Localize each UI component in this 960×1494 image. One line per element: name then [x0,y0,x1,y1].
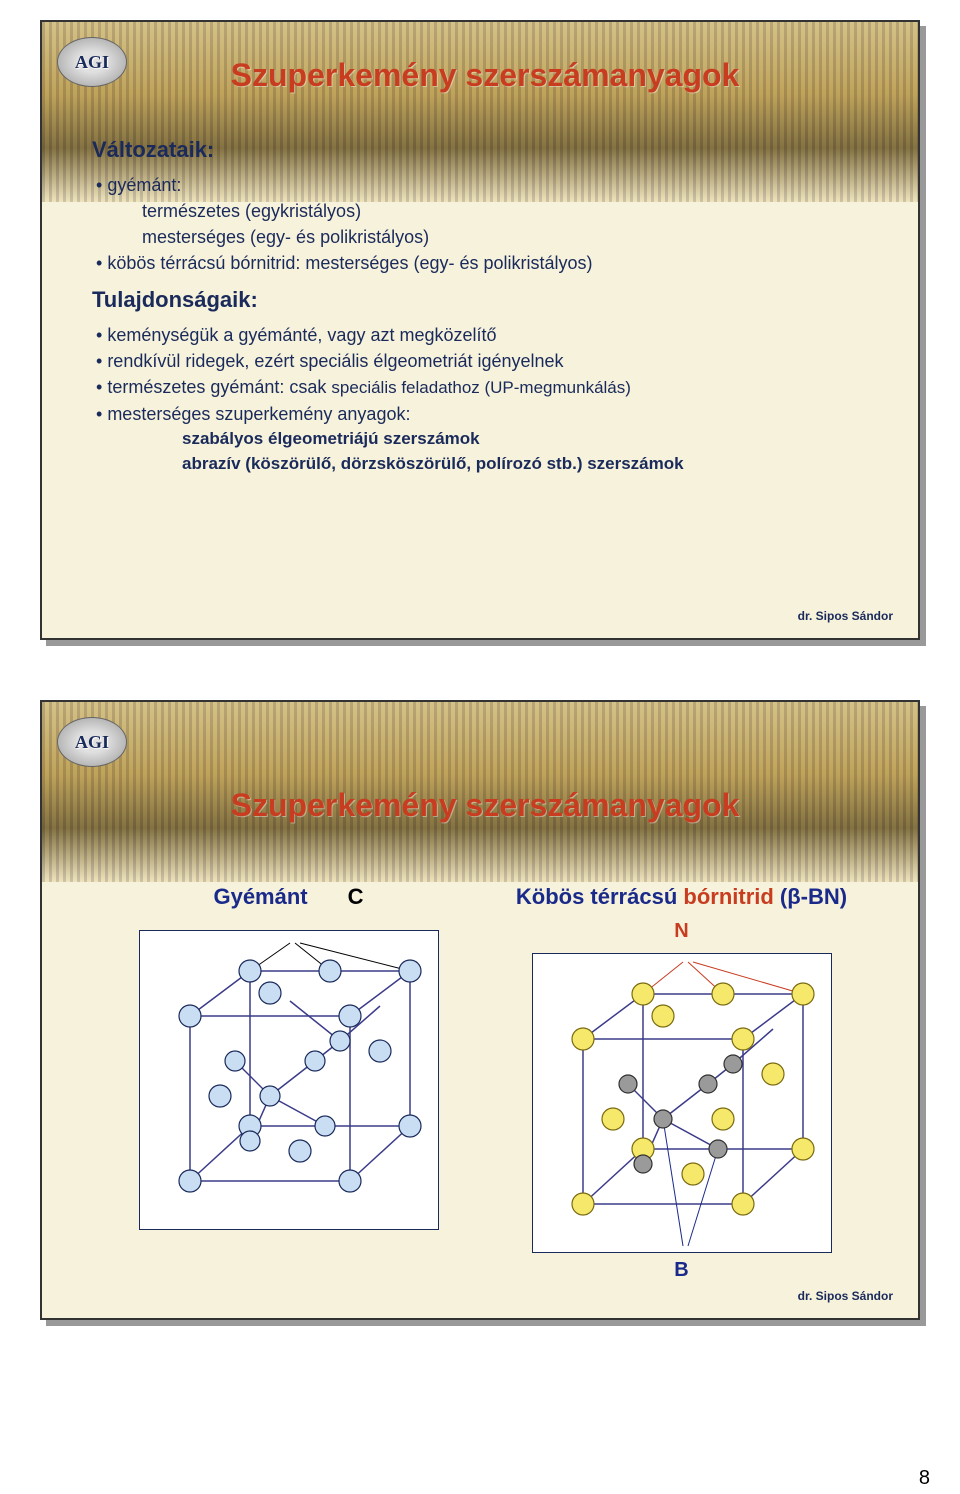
slide-content: Változataik: gyémánt: természetes (egykr… [92,134,878,476]
col-cbn: Köbös térrácsú bórnitrid (β-BN) N [485,884,878,1282]
slide-title: Szuperkemény szerszámanyagok [92,787,878,824]
sub-natural: természetes (egykristályos) [92,198,878,224]
slide-title: Szuperkemény szerszámanyagok [92,57,878,94]
diagram-cbn [532,953,832,1253]
cbn-lattice-svg [533,954,833,1254]
slide-2: AGI Szuperkemény szerszámanyagok Gyémánt… [40,700,920,1320]
atom-label-n: N [485,920,878,943]
slide-body: Szuperkemény szerszámanyagok Változataik… [42,22,918,638]
bullet-diamond: gyémánt: [96,172,878,198]
diagram-row: Gyémánt C [92,884,878,1282]
label-diamond: Gyémánt [213,884,307,910]
sub-abrasive: abrazív (köszörülő, dörzsköszörülő, polí… [92,452,878,477]
prop-brittle: rendkívül ridegek, ezért speciális élgeo… [96,348,878,374]
col-diamond: Gyémánt C [92,884,485,1282]
slide-footer: dr. Sipos Sándor [798,609,893,623]
diamond-lattice-svg [140,931,440,1231]
prop-hardness: keménységük a gyémánté, vagy azt megköze… [96,322,878,348]
bullet-cbn: köbös térrácsú bórnitrid: mesterséges (e… [96,250,878,276]
prop-natural: természetes gyémánt: csak speciális fela… [96,374,878,401]
sub-regular-tools: szabályos élgeometriájú szerszámok [92,427,878,452]
heading-variants: Változataik: [92,134,878,166]
atom-label-c: C [348,884,364,910]
label-row-left: Gyémánt C [92,884,485,920]
slide-footer: dr. Sipos Sándor [798,1289,893,1303]
page-number: 8 [919,1467,930,1490]
diagram-diamond [139,930,439,1230]
slide-1: AGI Szuperkemény szerszámanyagok Változa… [40,20,920,640]
label-cbn: Köbös térrácsú bórnitrid (β-BN) [485,884,878,910]
sub-synthetic: mesterséges (egy- és polikristályos) [92,224,878,250]
heading-properties: Tulajdonságaik: [92,284,878,316]
prop-synthetic: mesterséges szuperkemény anyagok: [96,401,878,427]
atom-label-b: B [485,1259,878,1282]
slide-body: Szuperkemény szerszámanyagok Gyémánt C [42,702,918,1318]
